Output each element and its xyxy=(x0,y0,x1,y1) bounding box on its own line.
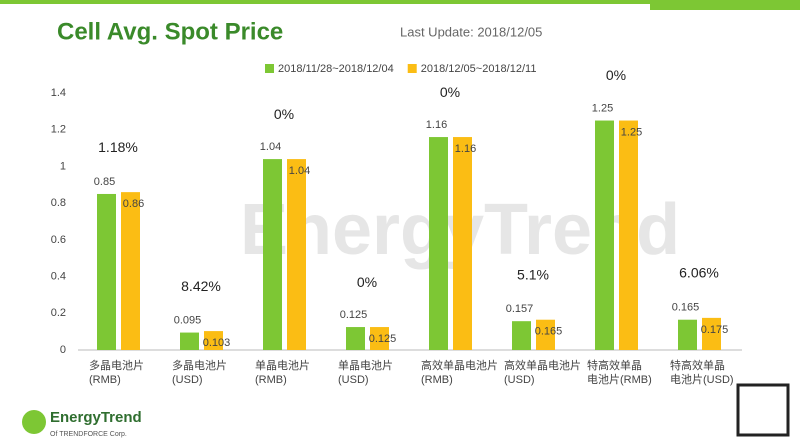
value-label: 0.86 xyxy=(123,198,144,210)
value-label: 1.04 xyxy=(260,141,281,153)
bar xyxy=(453,137,472,350)
change-annotation: 6.06% xyxy=(679,265,719,281)
y-tick-label: 0.6 xyxy=(51,234,66,246)
bar xyxy=(97,193,116,350)
y-tick-label: 0.4 xyxy=(51,270,66,282)
value-label: 0.125 xyxy=(369,333,397,345)
logo-icon xyxy=(22,410,46,434)
x-tick-label: 单晶电池片 xyxy=(255,359,310,372)
x-tick-label: 电池片(USD) xyxy=(670,373,734,386)
value-label: 0.103 xyxy=(203,337,231,349)
value-label: 0.165 xyxy=(672,302,700,314)
y-tick-label: 0 xyxy=(60,344,66,356)
legend-label: 2018/11/28~2018/12/04 xyxy=(278,63,394,75)
value-label: 0.095 xyxy=(174,314,202,326)
change-annotation: 1.18% xyxy=(98,139,138,155)
bar xyxy=(287,159,306,350)
bar xyxy=(204,331,223,350)
x-tick-label: (USD) xyxy=(504,374,535,386)
qr-code xyxy=(736,383,790,437)
legend-label: 2018/12/05~2018/12/11 xyxy=(421,63,537,75)
x-tick-label: (USD) xyxy=(338,374,369,386)
bar xyxy=(619,120,638,351)
bar xyxy=(512,321,531,350)
y-tick-label: 0.2 xyxy=(51,307,66,319)
logo-sub: Of TRENDFORCE Corp. xyxy=(50,431,127,438)
bar xyxy=(370,327,389,350)
subtitle: Last Update: 2018/12/05 xyxy=(400,24,542,39)
change-annotation: 5.1% xyxy=(517,266,549,282)
bar xyxy=(595,120,614,351)
change-annotation: 0% xyxy=(274,106,294,122)
y-tick-label: 0.8 xyxy=(51,197,66,209)
logo-name: EnergyTrend xyxy=(50,409,142,426)
y-tick-label: 1.4 xyxy=(51,87,66,99)
y-tick-label: 1 xyxy=(60,160,66,172)
bar xyxy=(263,159,282,350)
bar xyxy=(346,327,365,350)
x-tick-label: 特高效单晶 xyxy=(587,358,642,372)
x-tick-label: 多晶电池片 xyxy=(89,358,144,372)
x-tick-label: 多晶电池片 xyxy=(172,358,227,372)
value-label: 1.16 xyxy=(426,119,447,131)
bar xyxy=(536,319,555,350)
bar xyxy=(429,137,448,350)
legend-swatch xyxy=(407,64,417,73)
bar xyxy=(180,332,199,350)
value-label: 0.125 xyxy=(340,309,368,321)
change-annotation: 0% xyxy=(440,84,460,100)
top-stripe xyxy=(0,0,800,4)
x-tick-label: 单晶电池片 xyxy=(338,359,393,372)
change-annotation: 0% xyxy=(357,274,377,290)
change-annotation: 0% xyxy=(606,67,626,83)
bar xyxy=(678,319,697,350)
value-label: 0.165 xyxy=(535,326,563,338)
value-label: 0.157 xyxy=(506,303,534,315)
value-label: 1.16 xyxy=(455,143,476,155)
x-tick-label: 电池片(RMB) xyxy=(587,373,652,386)
x-tick-label: 高效单晶电池片 xyxy=(421,358,498,372)
bar xyxy=(702,317,721,350)
x-tick-label: (RMB) xyxy=(255,374,287,386)
bar xyxy=(121,192,140,350)
value-label: 1.25 xyxy=(621,126,642,138)
x-tick-label: 高效单晶电池片 xyxy=(504,358,581,372)
legend-swatch xyxy=(265,64,274,73)
chart-title: Cell Avg. Spot Price xyxy=(57,18,283,45)
value-label: 0.175 xyxy=(701,324,729,336)
x-tick-label: (USD) xyxy=(172,374,203,386)
value-label: 0.85 xyxy=(94,176,115,188)
y-tick-label: 1.2 xyxy=(51,124,66,136)
corner-stripe xyxy=(650,0,800,10)
change-annotation: 8.42% xyxy=(181,278,221,294)
x-tick-label: (RMB) xyxy=(89,374,121,386)
x-tick-label: (RMB) xyxy=(421,374,453,386)
value-label: 1.25 xyxy=(592,102,613,114)
value-label: 1.04 xyxy=(289,165,310,177)
x-tick-label: 特高效单晶 xyxy=(670,358,725,372)
